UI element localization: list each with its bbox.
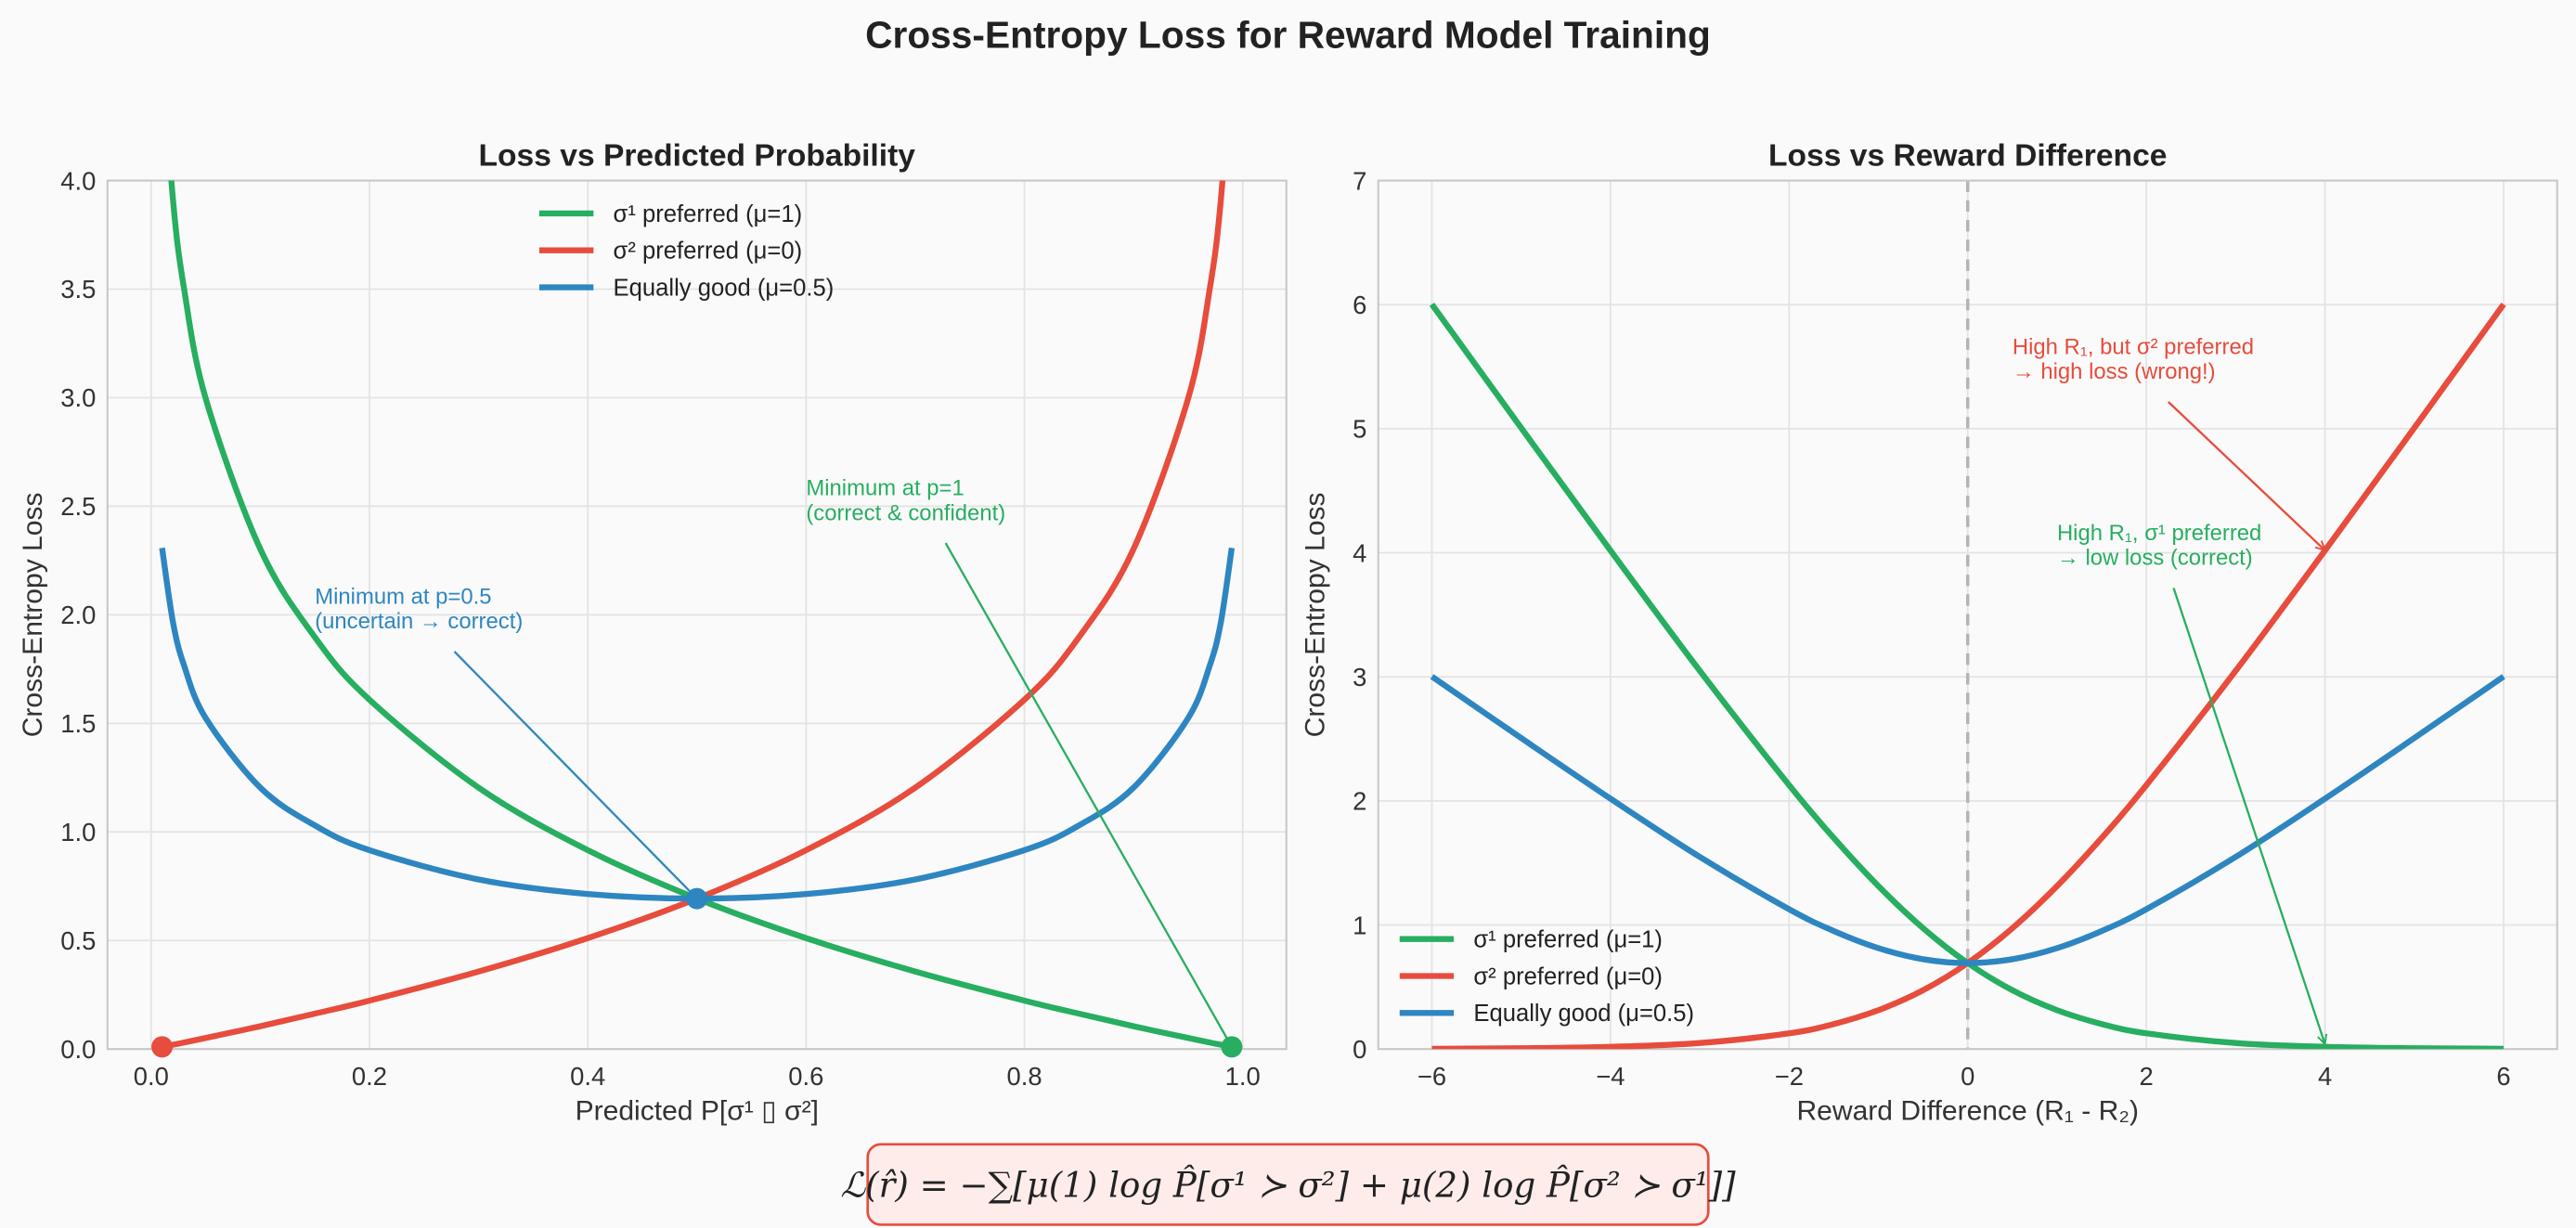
figure-title: Cross-Entropy Loss for Reward Model Trai… bbox=[865, 13, 1711, 56]
annotation-arrow bbox=[2172, 588, 2325, 1043]
x-tick-label: 0.4 bbox=[570, 1062, 605, 1091]
annotation-line: High R₁, but σ² preferred bbox=[2013, 335, 2254, 360]
series-line-sigma1-preferred bbox=[1429, 303, 2505, 1050]
y-tick-label: 0 bbox=[1353, 1035, 1366, 1064]
series-line-sigma1-preferred bbox=[168, 180, 1233, 1050]
x-tick-label: 0.6 bbox=[788, 1062, 823, 1091]
annotation-line: → low loss (correct) bbox=[2057, 546, 2253, 571]
legend-label: Equally good (μ=0.5) bbox=[614, 275, 835, 301]
y-tick-label: 0.0 bbox=[60, 1035, 96, 1064]
annotation-arrow bbox=[453, 651, 697, 898]
y-tick-label: 6 bbox=[1353, 291, 1366, 319]
formula-text: ℒ(r̂) = −∑[μ(1) log P̂[σ¹ ≻ σ²] + μ(2) l… bbox=[840, 1165, 1736, 1206]
x-tick-label: −2 bbox=[1775, 1062, 1804, 1091]
y-tick-label: 2.0 bbox=[60, 601, 96, 629]
legend-label: σ¹ preferred (μ=1) bbox=[1473, 927, 1663, 953]
annotation-line: (uncertain → correct) bbox=[315, 609, 523, 634]
y-axis-label: Cross-Entropy Loss bbox=[18, 492, 48, 737]
annotation-text: Minimum at p=0.5 (uncertain → correct) bbox=[315, 585, 523, 635]
x-tick-label: 1.0 bbox=[1225, 1062, 1261, 1091]
annotation-arrow bbox=[944, 542, 1232, 1047]
x-tick-label: −4 bbox=[1596, 1062, 1625, 1091]
legend-label: σ¹ preferred (μ=1) bbox=[614, 201, 803, 227]
x-axis-label: Predicted P[σ¹ ▯ σ²] bbox=[576, 1095, 819, 1126]
y-tick-label: 2.5 bbox=[60, 492, 96, 521]
annotation-line: High R₁, σ¹ preferred bbox=[2057, 521, 2261, 546]
annotation-line: Minimum at p=1 bbox=[806, 476, 964, 501]
y-tick-label: 5 bbox=[1353, 415, 1366, 444]
y-tick-label: 0.5 bbox=[60, 926, 96, 955]
annotation-line: (correct & confident) bbox=[806, 500, 1005, 525]
y-tick-label: 2 bbox=[1353, 787, 1366, 816]
legend-label: Equally good (μ=0.5) bbox=[1473, 1001, 1694, 1027]
marker-point bbox=[1221, 1036, 1243, 1058]
plot-frame bbox=[106, 179, 1288, 1051]
x-tick-label: 0.2 bbox=[352, 1062, 387, 1091]
right-panel: −6 −4 −2 0 2 4 6 0 1 2 3 4 5 6 7 High R₁, but σ² prefer… bbox=[1300, 139, 2558, 1126]
y-tick-label: 3.0 bbox=[60, 383, 96, 412]
y-axis-label: Cross-Entropy Loss bbox=[1300, 492, 1330, 737]
formula-box-frame bbox=[866, 1143, 1710, 1226]
y-tick-label: 1.5 bbox=[60, 709, 96, 738]
y-tick-label: 3.5 bbox=[60, 275, 96, 304]
left-panel: 0.0 0.2 0.4 0.6 0.8 1.0 0.0 0.5 1.0 1.5 2.0 2.5 3.0 3… bbox=[18, 139, 1288, 1126]
x-tick-label: 0 bbox=[1961, 1062, 1974, 1091]
x-tick-label: 4 bbox=[2318, 1062, 2332, 1091]
x-axis-label: Reward Difference (R₁ - R₂) bbox=[1796, 1095, 2139, 1126]
marker-point bbox=[151, 1036, 174, 1058]
y-tick-label: 1.0 bbox=[60, 818, 96, 847]
annotation-text: High R₁, but σ² preferred → high loss (wr… bbox=[2013, 335, 2254, 385]
plot-frame bbox=[1377, 179, 2558, 1051]
annotation-line: → high loss (wrong!) bbox=[2013, 359, 2216, 384]
panel-title: Loss vs Predicted Probability bbox=[479, 139, 916, 174]
legend-label: σ² preferred (μ=0) bbox=[1473, 963, 1663, 989]
x-tick-label: 2 bbox=[2140, 1062, 2154, 1091]
annotation-text: High R₁, σ¹ preferred → low loss (correct… bbox=[2057, 521, 2261, 571]
y-tick-label: 4.0 bbox=[60, 166, 96, 195]
x-tick-label: 0.0 bbox=[134, 1062, 169, 1091]
series-line-equally-good bbox=[1430, 674, 2505, 966]
series-group bbox=[1429, 303, 2506, 1050]
formula-box: ℒ(r̂) = −∑[μ(1) log P̂[σ¹ ≻ σ²] + μ(2) l… bbox=[840, 1143, 1736, 1226]
y-tick-label: 1 bbox=[1353, 911, 1366, 939]
series-line-sigma2-preferred bbox=[1431, 303, 2506, 1050]
series-line-sigma2-preferred bbox=[161, 180, 1226, 1050]
panel-title: Loss vs Reward Difference bbox=[1768, 139, 2167, 174]
annotation-arrow bbox=[2168, 401, 2325, 550]
annotation-text: Minimum at p=1 (correct & confident) bbox=[806, 476, 1005, 526]
y-tick-label: 7 bbox=[1353, 166, 1366, 195]
annotation-line: Minimum at p=0.5 bbox=[315, 585, 491, 610]
x-tick-label: 0.8 bbox=[1006, 1062, 1042, 1091]
y-tick-label: 3 bbox=[1353, 663, 1366, 692]
x-tick-label: 6 bbox=[2496, 1062, 2510, 1091]
x-tick-label: −6 bbox=[1417, 1062, 1446, 1091]
legend-label: σ² preferred (μ=0) bbox=[614, 239, 803, 265]
y-tick-label: 4 bbox=[1353, 538, 1366, 567]
